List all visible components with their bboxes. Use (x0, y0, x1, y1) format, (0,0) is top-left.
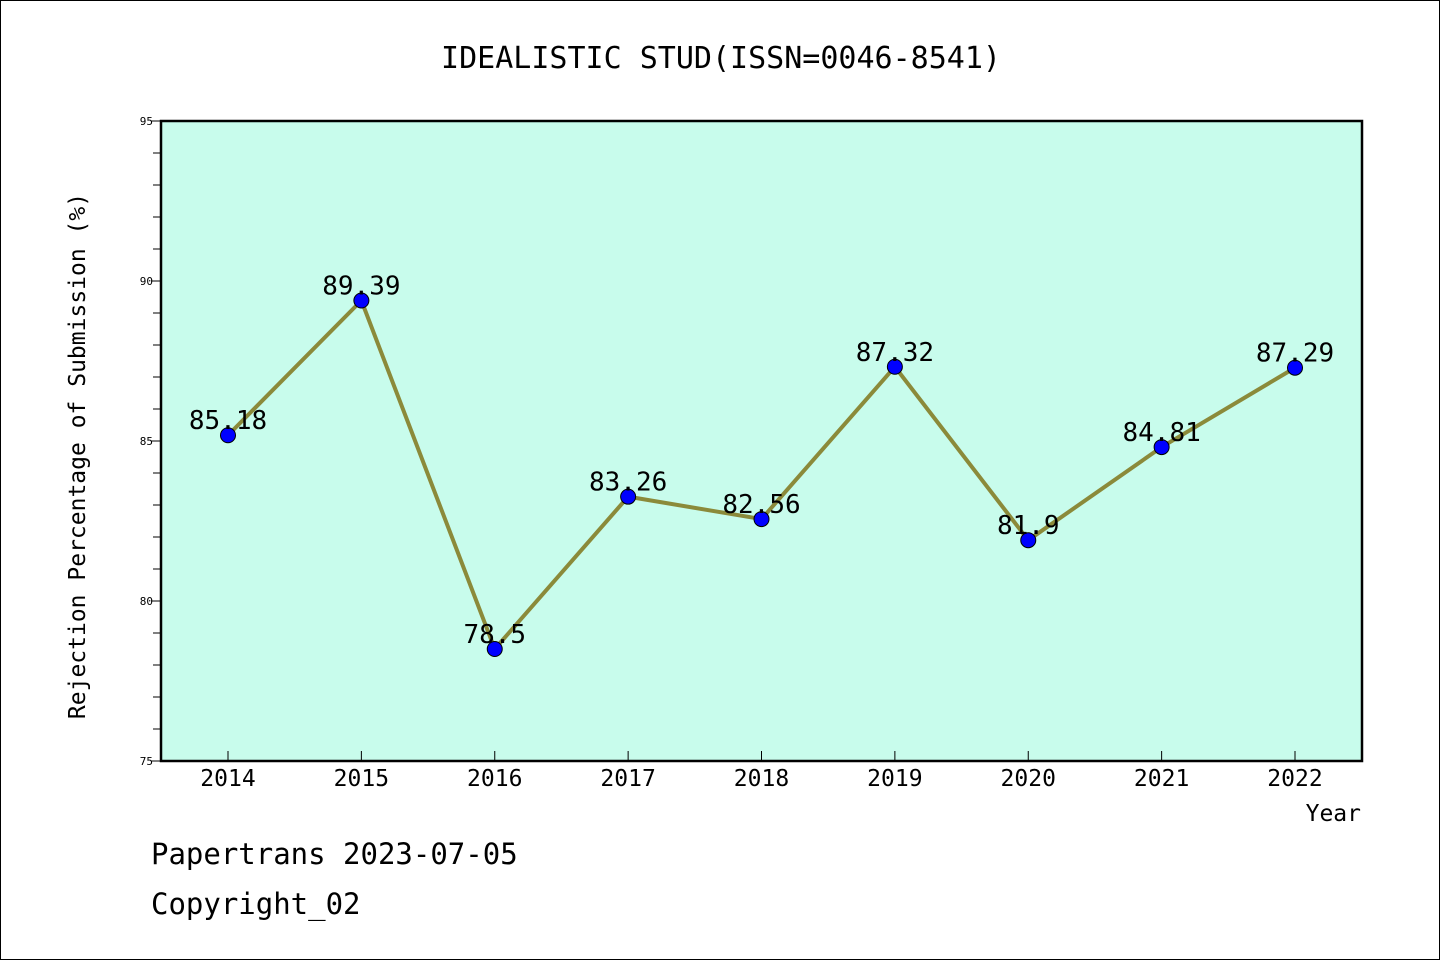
chart-title: IDEALISTIC STUD(ISSN=0046-8541) (441, 41, 1001, 76)
data-label: 87.32 (856, 338, 934, 368)
y-tick-label: 80 (140, 595, 153, 608)
data-point (353, 292, 370, 309)
copyright-text: Copyright_02 (151, 887, 361, 921)
data-point (753, 511, 770, 528)
y-axis: 75 80 85 90 95 (140, 115, 161, 768)
data-point (486, 641, 503, 657)
x-tick-label: 2018 (734, 766, 789, 792)
x-tick-label: 2016 (467, 766, 522, 792)
y-tick-label: 75 (140, 755, 153, 768)
data-point (886, 358, 903, 375)
data-label: 84.81 (1122, 418, 1200, 448)
data-point (1020, 532, 1037, 549)
data-label: 78.5 (463, 620, 526, 650)
data-label: 89.39 (322, 272, 400, 302)
y-tick-label: 90 (140, 275, 153, 288)
x-tick-label: 2015 (334, 766, 389, 792)
y-axis-label: Rejection Percentage of Submission (%) (65, 193, 91, 719)
data-label: 81.9 (997, 511, 1060, 541)
x-tick-label: 2022 (1267, 766, 1322, 792)
x-tick-label: 2017 (600, 766, 655, 792)
data-point (1287, 359, 1303, 376)
data-point (220, 427, 236, 444)
data-label: 83.26 (589, 468, 667, 498)
y-tick-label: 85 (140, 435, 153, 448)
x-tick-label: 2014 (200, 766, 255, 792)
data-point (1153, 439, 1170, 456)
x-tick-label: 2021 (1134, 766, 1189, 792)
x-tick-label: 2020 (1001, 766, 1056, 792)
x-tick-label: 2019 (867, 766, 922, 792)
data-labels: 85.18 89.39 78.5 83.26 82.56 87.32 81.9 84.81 87… (189, 272, 1334, 650)
credit-text: Papertrans 2023-07-05 (151, 837, 518, 871)
data-point (620, 488, 637, 505)
y-tick-label: 95 (140, 115, 153, 128)
data-label: 87.29 (1256, 339, 1334, 369)
data-label: 82.56 (722, 490, 800, 520)
x-axis-label: Year (1306, 801, 1361, 827)
data-points (220, 292, 1303, 657)
data-label: 85.18 (189, 406, 267, 436)
x-axis: 2014 2015 2016 2017 2018 2019 2020 2021 2022 (200, 751, 1323, 792)
